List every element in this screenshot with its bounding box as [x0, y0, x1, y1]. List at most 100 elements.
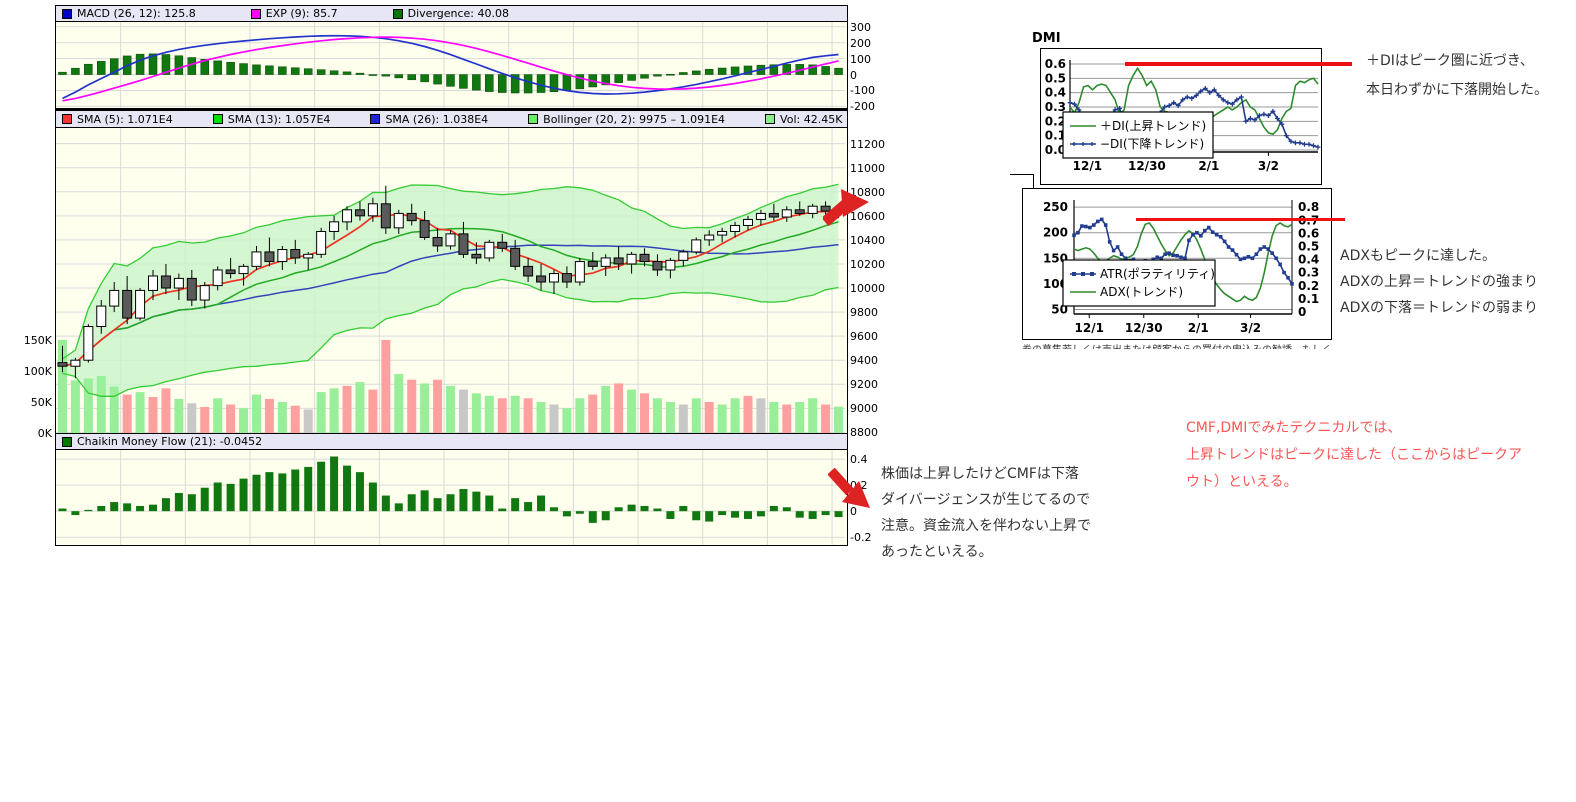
- bollinger-upper-line: [62, 183, 839, 360]
- atr-right-tick: 0.2: [1298, 279, 1319, 293]
- bollinger-band-fill: [62, 184, 839, 397]
- legend-swatch: [62, 8, 72, 19]
- legend-swatch: [392, 8, 403, 19]
- annotation-line: あったといえる。: [881, 544, 993, 560]
- axis-tick-label: 11000: [850, 161, 885, 175]
- legend-item: Vol: 42.45K: [765, 113, 842, 126]
- price-candlestick-plot: [56, 128, 845, 433]
- disclaimer-clipped: 券の募集若しくは売出または顧客からの買付の申込みの勧誘、もしくは顧客に対: [1022, 341, 1330, 349]
- legend-item: Chaikin Money Flow (21): -0.0452: [62, 435, 262, 448]
- volume-bars-series: [57, 340, 844, 433]
- dmi-y-tick: 0.4: [1045, 86, 1066, 100]
- legend-item: SMA (5): 1.071E4: [62, 113, 173, 126]
- legend-swatch: [370, 114, 381, 124]
- atr-right-tick: 0.4: [1298, 253, 1319, 267]
- axis-tick-label: -200: [850, 100, 875, 114]
- dmi-x-tick: 12/1: [1073, 159, 1102, 173]
- legend-swatch: [528, 114, 539, 124]
- axis-tick-label: 100: [850, 52, 871, 66]
- legend-label: SMA (26): 1.038E4: [385, 112, 489, 126]
- axis-tick-label: 8800: [850, 426, 878, 440]
- axis-tick-label: 10600: [850, 209, 885, 223]
- annotation-line: CMF,DMIでみたテクニカルでは、: [1186, 420, 1402, 436]
- dmi-y-tick: 0.1: [1045, 129, 1066, 143]
- cmf-drop-arrow-icon: [828, 468, 870, 508]
- dmi-chart-title: DMI: [1032, 31, 1061, 46]
- dmi-y-tick: 0.2: [1045, 114, 1066, 128]
- atr-legend-adx: ADX(トレンド): [1100, 285, 1183, 299]
- legend-item: SMA (26): 1.038E4: [370, 113, 488, 126]
- annotation-line: ADXの上昇＝トレンドの強まり: [1340, 274, 1538, 290]
- atr-right-tick: 0.1: [1298, 292, 1319, 306]
- annotation-line: ADXもピークに達した。: [1340, 248, 1496, 264]
- axis-tick-label: 9600: [850, 330, 878, 344]
- axis-tick-label: 9200: [850, 378, 878, 392]
- atr-legend-atr: ATR(ポラティリティ): [1100, 267, 1215, 281]
- annotation-line: ウト）といえる。: [1186, 474, 1298, 490]
- axis-tick-label: 0.4: [850, 453, 868, 467]
- atr-adx-plot: 250200150100500.80.70.60.50.40.30.20.101…: [1022, 188, 1332, 340]
- dmi-legend-plus: ＋DI(上昇トレンド): [1100, 119, 1206, 133]
- atr-left-tick: 150: [1043, 251, 1068, 265]
- adx-peak-red-line: [1136, 218, 1345, 221]
- dmi-x-tick: 3/2: [1258, 159, 1279, 173]
- legend-label: EXP (9): 85.7: [265, 7, 338, 20]
- legend-item: SMA (13): 1.057E4: [212, 112, 331, 126]
- dmi-y-tick: 0.6: [1045, 57, 1066, 71]
- annotation-line: 本日わずかに下落開始した。: [1366, 82, 1548, 98]
- cmf-bars-series: [58, 456, 843, 523]
- connector-bracket: [1010, 174, 1034, 191]
- dmi-y-tick: 0.5: [1045, 71, 1066, 85]
- macd-legend-bar: MACD (26, 12): 125.8 EXP (9): 85.7 Diverge…: [56, 6, 847, 22]
- legend-label: Chaikin Money Flow (21): -0.0452: [77, 435, 263, 448]
- annotation-line: ダイバージェンスが生じてるので: [881, 492, 1091, 508]
- legend-label: Bollinger (20, 2): 9975 – 1.091E4: [543, 112, 726, 126]
- atr-x-tick: 12/30: [1125, 321, 1163, 335]
- annotation-line: ＋DIはピーク圏に近づき、: [1366, 53, 1534, 69]
- legend-label: SMA (13): 1.057E4: [227, 112, 331, 126]
- macd-line-series: [62, 34, 839, 100]
- cmf-legend-bar: Chaikin Money Flow (21): -0.0452: [56, 433, 847, 450]
- axis-tick-label: 9400: [850, 354, 878, 368]
- axis-tick-label: 300: [850, 20, 871, 34]
- legend-item: EXP (9): 85.7: [250, 7, 338, 20]
- annotation-line: 注意。資金流入を伴わない上昇で: [881, 518, 1091, 534]
- axis-tick-label: 0K: [37, 427, 52, 440]
- dmi-annotation: ＋DIはピーク圏に近づき、 本日わずかに下落開始した。: [1366, 47, 1548, 105]
- atr-x-tick: 2/1: [1188, 321, 1209, 335]
- dmi-peak-red-line: [1125, 62, 1352, 66]
- cmf-plot: [56, 450, 845, 545]
- atr-right-tick: 0.8: [1298, 200, 1319, 214]
- axis-tick-label: 9800: [850, 306, 878, 320]
- axis-tick-label: -0.2: [850, 531, 872, 545]
- dmi-x-tick: 2/1: [1198, 159, 1219, 173]
- macd-plot: [56, 22, 845, 108]
- axis-tick-label: -100: [850, 84, 875, 98]
- main-chart-panel: MACD (26, 12): 125.8 EXP (9): 85.7 Diverge…: [55, 5, 848, 546]
- axis-tick-label: 11200: [850, 137, 885, 151]
- atr-right-tick: 0.3: [1298, 266, 1319, 280]
- legend-label: SMA (5): 1.071E4: [77, 112, 173, 126]
- axis-tick-label: 0: [850, 505, 857, 519]
- exp-signal-line-series: [62, 36, 839, 102]
- summary-annotation: CMF,DMIでみたテクニカルでは、 上昇トレンドはピークに達した（ここからはピ…: [1186, 415, 1522, 496]
- atr-left-tick: 250: [1043, 200, 1068, 214]
- legend-swatch: [62, 436, 72, 447]
- atr-left-tick: 200: [1043, 226, 1068, 240]
- annotation-line: 上昇トレンドはピークに達した（ここからはピークア: [1186, 447, 1522, 463]
- legend-swatch: [212, 114, 223, 124]
- dmi-y-tick: 0.3: [1045, 100, 1066, 114]
- annotation-line: 株価は上昇したけどCMFは下落: [881, 466, 1079, 482]
- legend-item: Divergence: 40.08: [392, 7, 510, 20]
- axis-tick-label: 10400: [850, 233, 885, 247]
- atr-left-tick: 100: [1043, 277, 1068, 291]
- axis-tick-label: 100K: [23, 365, 52, 378]
- legend-label: Divergence: 40.08: [407, 7, 510, 20]
- adx-annotation: ADXもピークに達した。 ADXの上昇＝トレンドの強まり ADXの下落＝トレンド…: [1340, 243, 1538, 321]
- adx-series: [1073, 222, 1293, 303]
- axis-tick-label: 200: [850, 36, 871, 50]
- annotation-line: ADXの下落＝トレンドの弱まり: [1340, 300, 1538, 316]
- sma-legend-bar: SMA (5): 1.071E4 SMA (13): 1.057E4 SMA (26…: [56, 111, 847, 128]
- dmi-x-tick: 12/30: [1128, 159, 1166, 173]
